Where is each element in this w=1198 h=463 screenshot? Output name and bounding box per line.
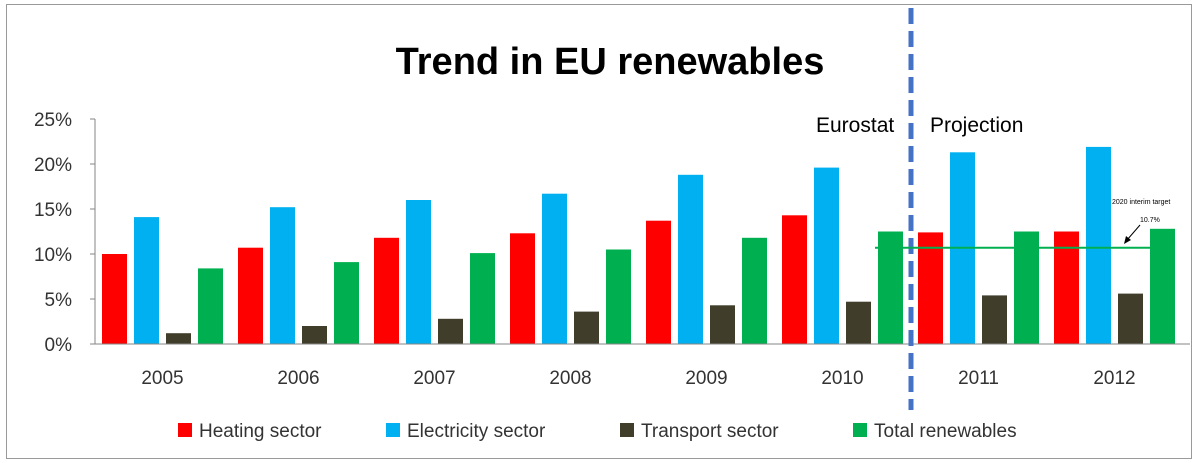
x-tick-label: 2012 — [1093, 368, 1135, 389]
eurostat-label: Eurostat — [816, 114, 894, 137]
bar — [374, 237, 399, 344]
x-tick-label: 2007 — [413, 368, 455, 389]
bar — [878, 231, 903, 344]
y-tick-label: 5% — [45, 290, 73, 311]
legend-label: Heating sector — [199, 421, 322, 442]
bar — [198, 268, 223, 344]
y-axis: 0% 5% 10% 15% 20% 25% — [34, 110, 96, 356]
x-tick-label: 2006 — [277, 368, 319, 389]
bar — [574, 311, 599, 344]
bar — [438, 318, 463, 344]
target-text-line2: 10.7% — [1140, 217, 1160, 224]
legend-label: Transport sector — [641, 421, 779, 442]
bar — [334, 262, 359, 344]
x-tick-label: 2011 — [958, 368, 999, 389]
bars — [102, 146, 1175, 344]
bar — [646, 220, 671, 344]
bar — [406, 200, 431, 344]
legend: Heating sector Electricity sector Transpor… — [178, 421, 1017, 442]
bar — [470, 253, 495, 344]
bar — [302, 326, 327, 344]
x-tick-label: 2008 — [549, 368, 591, 389]
bar — [814, 167, 839, 344]
projection-label: Projection — [930, 114, 1023, 137]
legend-swatch — [386, 423, 400, 437]
bar — [742, 237, 767, 344]
bar — [1014, 231, 1039, 344]
target-arrow — [1126, 224, 1141, 241]
bar — [678, 174, 703, 344]
x-tick-label: 2010 — [821, 368, 863, 389]
target-arrowhead — [1124, 236, 1131, 244]
bar — [542, 193, 567, 344]
bar — [134, 217, 159, 344]
bar — [1054, 231, 1079, 344]
chart-frame — [6, 4, 1192, 459]
bar — [982, 295, 1007, 344]
y-tick-label: 10% — [34, 245, 72, 266]
x-tick-label: 2005 — [141, 368, 183, 389]
y-tick-label: 0% — [45, 335, 73, 356]
legend-label: Electricity sector — [407, 421, 546, 442]
legend-swatch — [620, 423, 634, 437]
y-tick-label: 25% — [34, 110, 72, 131]
bar — [1150, 228, 1175, 344]
x-tick-label: 2009 — [685, 368, 727, 389]
bar — [1118, 293, 1143, 344]
chart-title: Trend in EU renewables — [396, 41, 825, 83]
bar — [782, 215, 807, 344]
legend-swatch — [853, 423, 867, 437]
y-tick-label: 15% — [34, 200, 72, 221]
bar — [102, 254, 127, 344]
bar — [710, 305, 735, 344]
legend-swatch — [178, 423, 192, 437]
bar — [918, 232, 943, 344]
y-tick-label: 20% — [34, 155, 72, 176]
bar — [606, 249, 631, 344]
bar — [166, 333, 191, 344]
bar — [1086, 146, 1111, 344]
legend-label: Total renewables — [874, 421, 1017, 442]
target-text-line1: 2020 interim target — [1112, 199, 1170, 206]
bar — [510, 233, 535, 344]
x-axis: 2005 2006 2007 2008 2009 2010 2011 2012 — [95, 343, 1190, 389]
bar — [846, 301, 871, 344]
bar — [238, 247, 263, 344]
bar — [270, 207, 295, 344]
